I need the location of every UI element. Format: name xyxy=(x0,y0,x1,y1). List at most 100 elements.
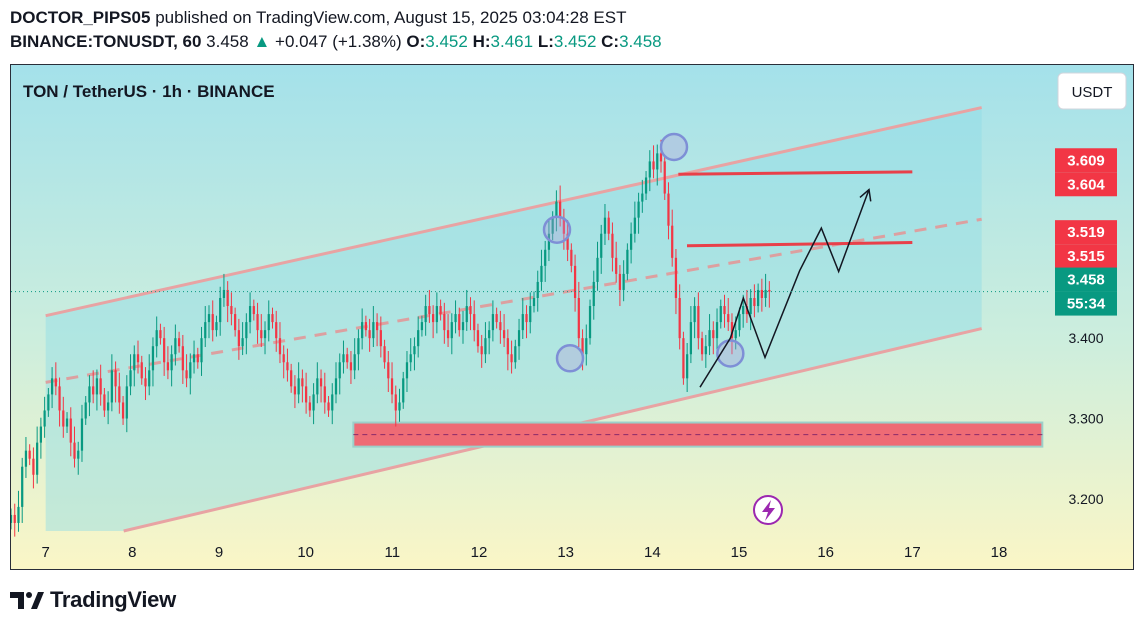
candle-body xyxy=(547,233,551,250)
price-label-text: 3.458 xyxy=(1067,272,1105,289)
candle-body xyxy=(200,338,203,363)
candle-body xyxy=(28,450,31,459)
candle-body xyxy=(219,298,222,323)
candle-body xyxy=(715,322,719,339)
price-label-box xyxy=(1055,291,1117,316)
x-tick-label: 7 xyxy=(41,544,49,561)
candle-body xyxy=(693,306,696,323)
candle-body xyxy=(185,370,188,379)
price-label-box xyxy=(1055,244,1117,269)
published-text: published on TradingView.com, August 15,… xyxy=(155,8,627,27)
candle-body xyxy=(297,378,300,395)
candle-body xyxy=(17,506,20,523)
candle-body xyxy=(446,330,450,339)
change-arrow: ▲ xyxy=(253,32,271,51)
candle-body xyxy=(129,370,132,387)
x-tick-label: 15 xyxy=(731,544,748,561)
candle-body xyxy=(77,450,80,459)
candle-body xyxy=(730,322,734,339)
candle-body xyxy=(656,153,659,170)
axes-layer: 3.2003.3003.4003.5003.6093.6043.5193.515… xyxy=(41,148,1117,561)
chart-canvas[interactable]: 3.2003.3003.4003.5003.6093.6043.5193.515… xyxy=(11,65,1134,570)
candle-body xyxy=(760,289,763,298)
high-label: H: xyxy=(472,32,491,51)
candle-body xyxy=(570,249,573,266)
candle-body xyxy=(439,306,442,315)
candle-body xyxy=(144,378,147,387)
candle-body xyxy=(189,362,192,379)
price-change: +0.047 (+1.38%) xyxy=(275,32,402,51)
candle-body xyxy=(398,402,401,411)
candle-body xyxy=(615,257,618,274)
candle-body xyxy=(88,386,91,403)
candle-body xyxy=(50,378,54,395)
candle-body xyxy=(181,346,184,371)
candle-body xyxy=(588,306,592,339)
candle-body xyxy=(290,370,293,387)
pivot-circle xyxy=(716,339,745,368)
price-label-box xyxy=(1055,172,1117,197)
candle-body xyxy=(390,378,394,395)
price-label-box xyxy=(1055,148,1117,173)
candle-body xyxy=(92,386,95,395)
candle-body xyxy=(125,386,128,419)
candle-body xyxy=(234,314,237,331)
candle-body xyxy=(11,514,13,523)
candle-body xyxy=(110,370,113,403)
candle-body xyxy=(323,386,326,403)
candle-body xyxy=(32,458,35,475)
y-tick-label: 3.300 xyxy=(1068,411,1103,427)
candle-body xyxy=(585,338,588,355)
price-label-box xyxy=(1055,267,1117,292)
candle-body xyxy=(177,338,181,347)
tradingview-logo-text[interactable]: TradingView xyxy=(50,587,176,612)
price-label-text: 3.604 xyxy=(1067,176,1105,193)
candle-body xyxy=(428,306,431,315)
candle-body xyxy=(424,306,427,323)
candle-body xyxy=(577,298,580,339)
candle-body xyxy=(674,257,678,298)
chart-title: TON / TetherUS · 1h · BINANCE xyxy=(23,82,275,101)
candle-body xyxy=(611,233,614,258)
candle-body xyxy=(237,330,240,347)
close-value: 3.458 xyxy=(619,32,662,51)
candle-body xyxy=(375,322,379,331)
footer: TradingView xyxy=(10,586,176,614)
x-tick-label: 17 xyxy=(904,544,921,561)
candle-body xyxy=(357,338,360,355)
chart-frame[interactable]: 3.2003.3003.4003.5003.6093.6043.5193.515… xyxy=(10,64,1134,570)
lightning-icon[interactable] xyxy=(753,495,783,525)
candle-body xyxy=(204,322,207,339)
candle-body xyxy=(753,298,756,307)
price-label-text: 3.519 xyxy=(1067,224,1105,241)
candle-body xyxy=(689,322,693,355)
currency-button[interactable]: USDT xyxy=(1057,72,1127,110)
candle-body xyxy=(506,338,509,355)
candle-body xyxy=(170,354,173,371)
candle-body xyxy=(308,402,311,411)
open-value: 3.452 xyxy=(425,32,468,51)
candle-body xyxy=(641,193,644,202)
candle-body xyxy=(712,330,715,339)
candle-body xyxy=(327,402,330,411)
candle-body xyxy=(62,410,65,427)
candle-body xyxy=(95,378,99,395)
candle-body xyxy=(338,362,341,379)
candle-body xyxy=(413,346,416,355)
candle-body xyxy=(495,314,498,323)
x-tick-label: 11 xyxy=(385,544,401,561)
candle-body xyxy=(133,354,136,371)
last-price: 3.458 xyxy=(206,32,249,51)
candle-body xyxy=(230,306,233,315)
candle-body xyxy=(118,386,121,403)
symbol-ohlc-line: BINANCE:TONUSDT, 60 3.458 ▲ +0.047 (+1.3… xyxy=(10,30,1130,54)
candle-body xyxy=(282,354,285,363)
author-name[interactable]: DOCTOR_PIPS05 xyxy=(10,8,151,27)
publish-header: DOCTOR_PIPS05 published on TradingView.c… xyxy=(10,6,1130,54)
candle-body xyxy=(659,153,663,162)
candle-body xyxy=(682,338,685,379)
candles-layer xyxy=(11,139,771,537)
candle-body xyxy=(458,314,461,331)
pivot-circle xyxy=(659,132,689,162)
candle-body xyxy=(304,386,308,403)
